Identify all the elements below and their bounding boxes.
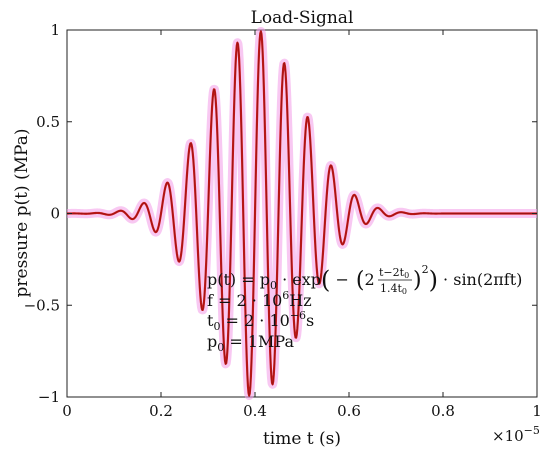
- y-tick-label: −1: [38, 388, 60, 406]
- x-tick-label: 0.4: [243, 402, 267, 420]
- x-tick-label: 0: [62, 402, 72, 420]
- y-tick-label: 0: [50, 205, 60, 223]
- y-tick-label: 1: [50, 21, 60, 39]
- formula-line-1: p(t) = p0 · exp( − (2: [207, 266, 375, 294]
- formula-line-1-end: )2) · sin(2πft): [413, 263, 522, 294]
- formula-line-2: f = 2 · 106Hz: [207, 289, 312, 310]
- formula-line-4: p0 = 1MPa: [207, 332, 294, 354]
- formula-line-3: t0 = 2 · 10−6s: [207, 309, 314, 333]
- y-tick-label: 0.5: [36, 113, 60, 131]
- x-axis-label: time t (s): [263, 429, 341, 449]
- signal-line-core: [66, 29, 537, 398]
- y-axis-ticks: −1 −0.5 0 0.5 1: [24, 21, 537, 406]
- formula-annotation: p(t) = p0 · exp( − (2 t−2t0 1.4t0 )2) · …: [207, 263, 522, 354]
- x-tick-label: 1: [532, 402, 542, 420]
- x-axis-multiplier: ×10−5: [492, 424, 540, 445]
- chart-title: Load-Signal: [251, 8, 354, 28]
- x-tick-label: 0.8: [431, 402, 455, 420]
- y-tick-label: −0.5: [24, 296, 60, 314]
- x-axis-ticks: 0 0.2 0.4 0.6 0.8 1: [62, 30, 542, 420]
- signal-line-layer: [66, 29, 538, 398]
- formula-fraction-denominator: 1.4t0: [380, 282, 407, 296]
- x-tick-label: 0.2: [149, 402, 173, 420]
- formula-fraction-numerator: t−2t0: [379, 266, 409, 280]
- y-axis-label: pressure p(t) (MPa): [12, 129, 32, 298]
- x-tick-label: 0.6: [337, 402, 361, 420]
